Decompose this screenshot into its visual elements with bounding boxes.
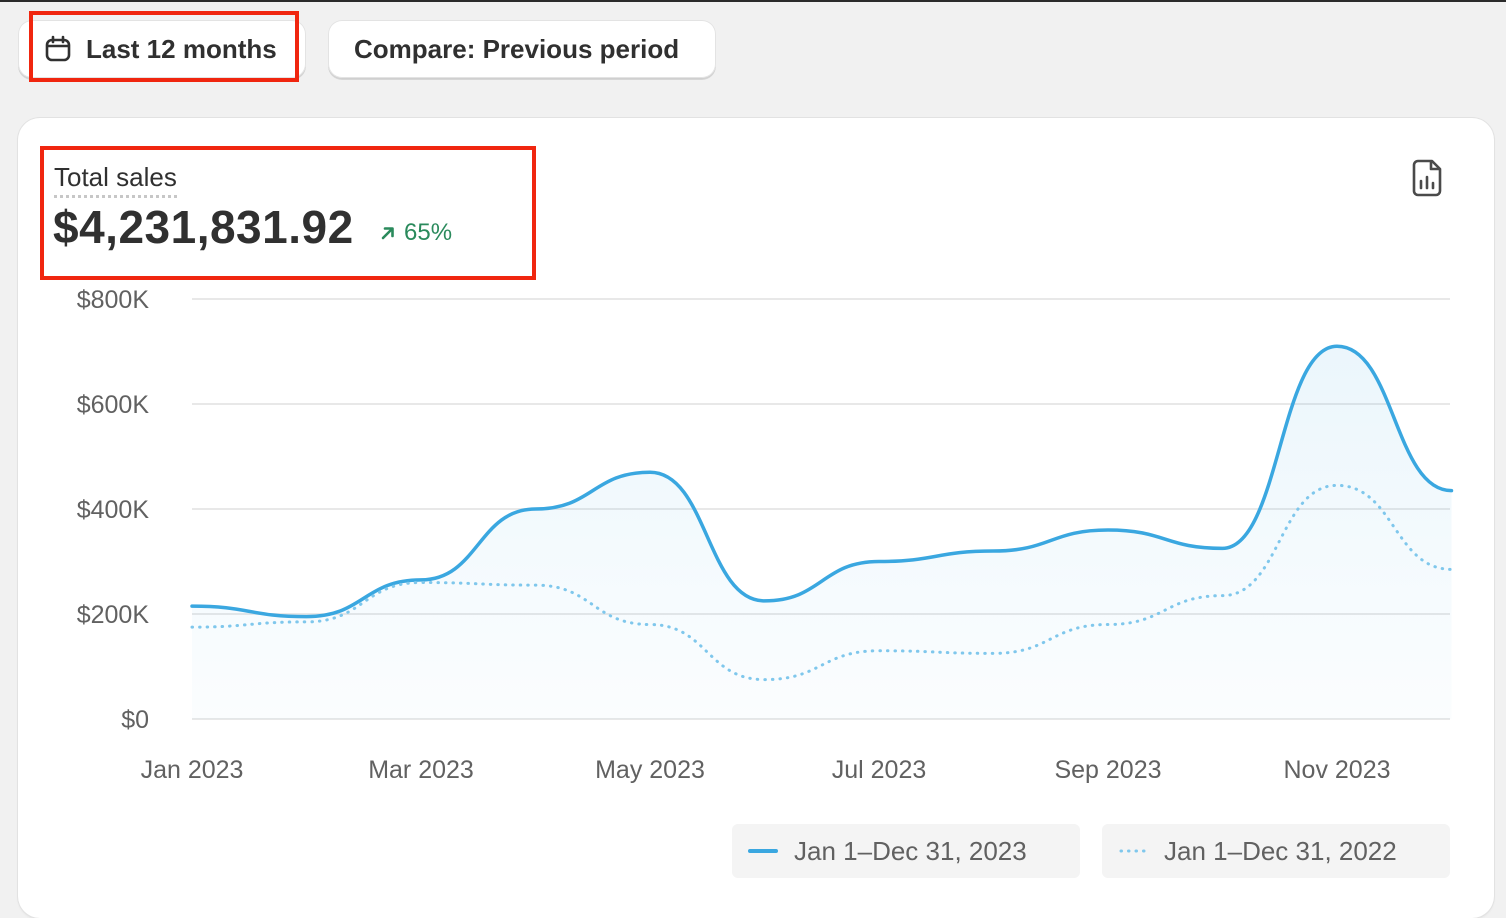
legend-item-previous[interactable]: Jan 1–Dec 31, 2022 — [1102, 824, 1450, 878]
highlight-box-date-range — [29, 11, 299, 82]
compare-period-button[interactable]: Compare: Previous period — [328, 20, 716, 78]
series-line-current — [190, 344, 1454, 619]
y-tick-label: $0 — [121, 706, 149, 734]
x-tick-label: Sep 2023 — [1054, 756, 1161, 784]
x-tick-label: Jul 2023 — [832, 756, 927, 784]
metric-value: $4,231,831.92 — [53, 201, 354, 253]
y-tick-label: $800K — [77, 286, 150, 314]
x-tick-label: Mar 2023 — [368, 756, 474, 784]
metric-change-value: 65% — [404, 219, 453, 246]
calendar-icon — [45, 35, 71, 62]
total-sales-card — [18, 118, 1494, 918]
arrow-up-right-icon — [381, 227, 394, 240]
legend-dotted-line-icon — [1119, 849, 1148, 853]
x-tick-label: Nov 2023 — [1283, 756, 1390, 784]
series-line-previous — [190, 483, 1453, 682]
legend-solid-line-icon — [748, 849, 778, 853]
series-area-current — [192, 346, 1452, 719]
date-range-button[interactable]: Last 12 months — [18, 20, 306, 78]
legend-item-current[interactable]: Jan 1–Dec 31, 2023 — [732, 824, 1080, 878]
highlight-box-total-sales — [40, 146, 536, 280]
x-tick-label: Jan 2023 — [141, 756, 244, 784]
y-tick-label: $200K — [77, 601, 150, 629]
x-tick-label: May 2023 — [595, 756, 705, 784]
metric-change-badge: 65% — [380, 219, 452, 247]
compare-label: Compare: Previous period — [354, 33, 680, 64]
legend-label-current: Jan 1–Dec 31, 2023 — [794, 835, 1027, 866]
metric-label[interactable]: Total sales — [54, 162, 177, 198]
date-range-label: Last 12 months — [86, 33, 277, 64]
window-top-border — [0, 0, 1506, 2]
export-report-icon[interactable] — [1410, 158, 1446, 198]
y-tick-label: $600K — [77, 391, 150, 419]
legend-label-previous: Jan 1–Dec 31, 2022 — [1164, 835, 1397, 866]
y-tick-label: $400K — [77, 496, 150, 524]
